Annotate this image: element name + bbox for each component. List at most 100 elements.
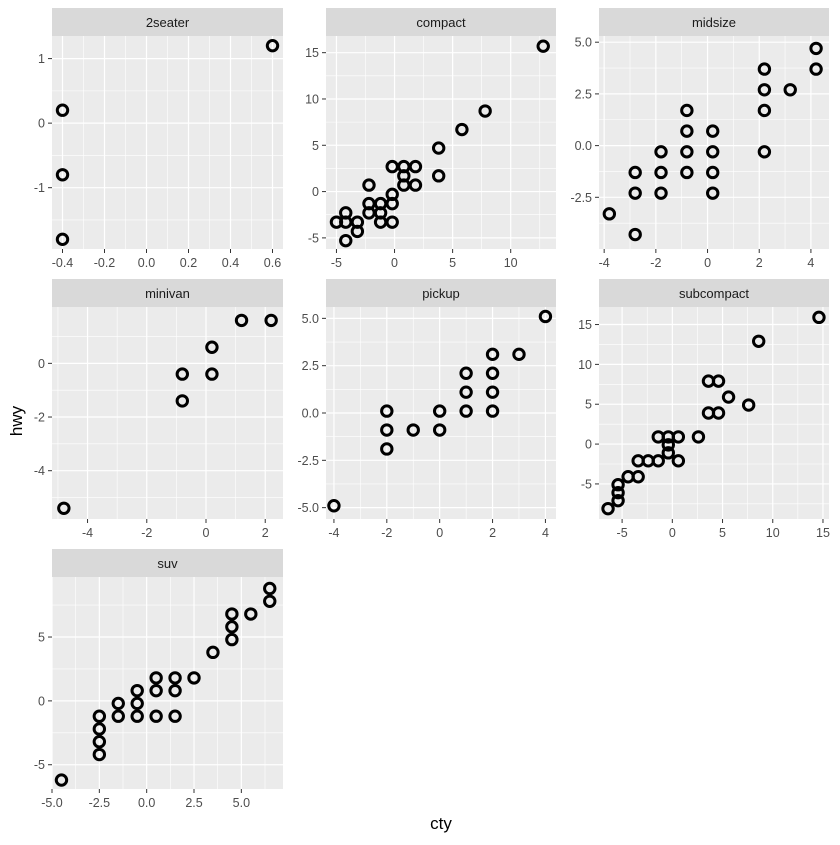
data-point	[783, 83, 797, 97]
data-point	[432, 404, 447, 418]
data-point	[478, 104, 492, 118]
y-tick-label: -1	[34, 181, 45, 195]
x-tick-label: 0	[436, 526, 443, 540]
data-point	[130, 696, 144, 711]
data-point	[631, 470, 645, 484]
data-point	[757, 145, 772, 159]
data-point	[536, 39, 550, 53]
data-point	[265, 38, 280, 53]
data-point	[459, 366, 473, 380]
data-point	[244, 607, 258, 621]
x-tick-label: 0.4	[222, 256, 239, 270]
x-tick-label: -2.5	[89, 796, 111, 810]
data-point	[380, 423, 394, 437]
x-tick-label: -2	[141, 526, 152, 540]
data-point	[55, 232, 70, 247]
data-point	[339, 233, 353, 248]
y-tick-label: -5	[581, 477, 592, 491]
data-point	[741, 398, 756, 412]
y-tick-label: 0	[38, 694, 45, 708]
y-tick-label: 15	[305, 46, 319, 60]
panel-background	[52, 307, 283, 519]
y-tick-label: 0	[38, 117, 45, 131]
x-tick-label: 15	[816, 526, 830, 540]
data-point	[406, 423, 420, 437]
y-tick-label: 5	[312, 139, 319, 153]
y-tick-label: 1	[38, 52, 45, 66]
data-point	[111, 696, 125, 711]
data-point	[602, 207, 617, 221]
data-point	[168, 683, 182, 698]
data-point	[680, 124, 694, 138]
data-point	[168, 709, 182, 723]
data-point	[706, 186, 720, 200]
x-tick-label: -4	[328, 526, 339, 540]
data-point	[671, 430, 686, 444]
data-point	[661, 446, 676, 460]
data-point	[92, 709, 107, 723]
y-tick-label: -2.5	[570, 191, 592, 205]
x-tick-label: -5	[617, 526, 628, 540]
data-point	[431, 169, 446, 183]
data-point	[92, 735, 107, 749]
y-tick-label: -5	[308, 231, 319, 245]
data-point	[55, 103, 70, 117]
data-point	[459, 385, 473, 399]
data-point	[628, 165, 642, 180]
data-point	[654, 165, 668, 180]
data-point	[380, 442, 394, 456]
facet-strip-label: subcompact	[679, 286, 749, 301]
data-point	[611, 485, 625, 500]
facet-2seater: 2seater -0.4 -0.2 0.0 0.2 0.4 0.6 -1 0 1	[34, 8, 283, 270]
data-point	[706, 145, 720, 159]
data-point	[57, 501, 71, 515]
x-tick-label: 0	[704, 256, 711, 270]
facet-strip	[52, 8, 283, 36]
y-tick-label: 10	[578, 358, 592, 372]
x-tick-label: -2	[650, 256, 661, 270]
data-point	[225, 607, 239, 621]
facet-strip-label: compact	[416, 15, 466, 30]
facet-minivan: minivan -4 -2 0 2 -4 -2 0	[34, 279, 283, 540]
x-tick-label: -2	[381, 526, 392, 540]
facet-strip	[599, 8, 829, 36]
data-point	[721, 390, 736, 404]
y-tick-label: 0	[38, 357, 45, 371]
x-tick-label: 5	[719, 526, 726, 540]
x-tick-label: 2	[262, 526, 269, 540]
data-point	[485, 347, 500, 362]
data-point	[205, 367, 219, 381]
x-tick-label: -4	[599, 256, 610, 270]
x-tick-label: 0	[203, 526, 210, 540]
facet-strip-label: pickup	[422, 286, 460, 301]
facet-strip	[326, 279, 556, 307]
x-tick-label: 0.6	[264, 256, 281, 270]
data-point	[327, 499, 341, 513]
data-point	[809, 41, 823, 56]
data-point	[54, 773, 69, 787]
data-point	[225, 620, 239, 634]
data-point	[691, 430, 706, 444]
data-point	[485, 404, 500, 418]
data-point	[706, 165, 720, 180]
y-tick-label: 5	[585, 398, 592, 412]
data-point	[408, 178, 423, 192]
y-tick-label: 2.5	[575, 87, 592, 101]
data-point	[485, 366, 500, 380]
x-tick-label: 5.0	[233, 796, 250, 810]
data-point	[455, 122, 469, 137]
facet-compact: compact -5 0 5 10 -5 0 5 10 15	[305, 8, 556, 270]
data-point	[611, 493, 625, 508]
data-point	[680, 165, 694, 180]
data-point	[92, 722, 107, 736]
data-point	[751, 334, 766, 348]
data-point	[339, 206, 353, 220]
data-point	[485, 385, 500, 399]
data-point	[385, 215, 399, 229]
x-tick-label: -0.4	[52, 256, 74, 270]
x-tick-label: 0	[391, 256, 398, 270]
x-tick-label: -4	[82, 526, 93, 540]
data-point	[671, 454, 686, 468]
